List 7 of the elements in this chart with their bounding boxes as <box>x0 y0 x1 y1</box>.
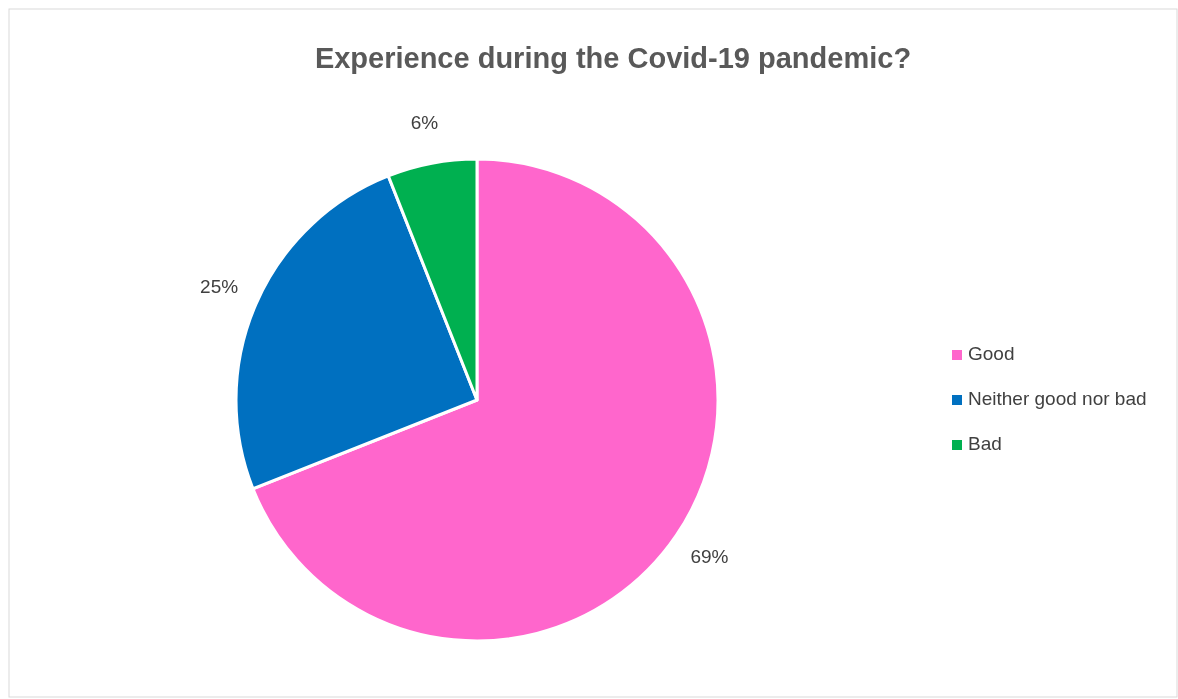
data-label: 6% <box>410 111 439 133</box>
legend-label: Bad <box>968 433 1002 455</box>
data-label: 69% <box>690 545 729 567</box>
legend-label: Neither good nor bad <box>968 388 1147 410</box>
legend-label: Good <box>968 343 1015 365</box>
chart-title: Experience during the Covid-19 pandemic? <box>314 42 912 74</box>
data-label: 25% <box>200 276 239 298</box>
